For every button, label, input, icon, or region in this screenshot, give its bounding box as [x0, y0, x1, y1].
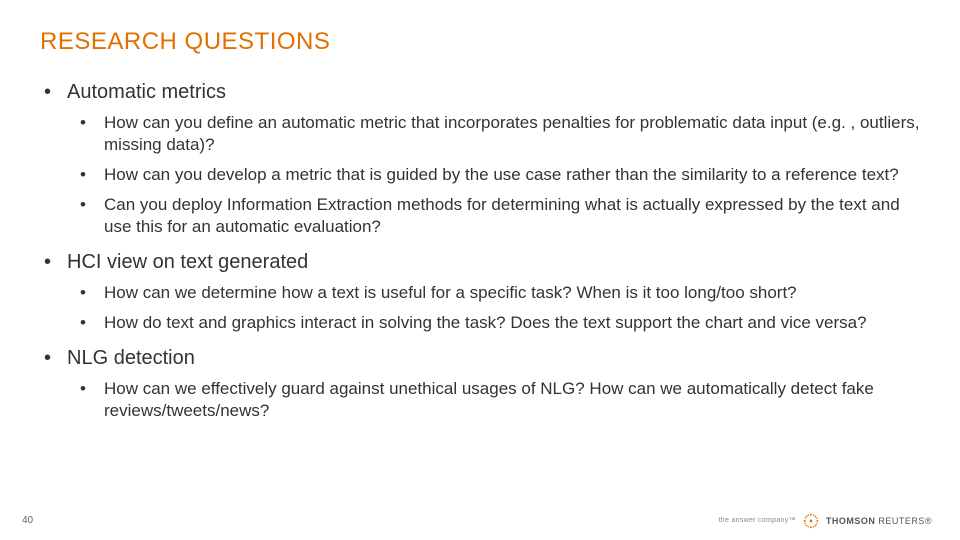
- bullet-item: • How can we effectively guard against u…: [80, 378, 920, 422]
- footer-company-light: REUTERS®: [878, 516, 932, 526]
- bullet-text: How can you define an automatic metric t…: [104, 112, 920, 156]
- footer-company: THOMSON REUTERS®: [826, 516, 932, 526]
- bullet-item: • How can you define an automatic metric…: [80, 112, 920, 156]
- bullet-item: • How do text and graphics interact in s…: [80, 312, 920, 334]
- bullet-text: How do text and graphics interact in sol…: [104, 312, 867, 334]
- bullet-item: • Can you deploy Information Extraction …: [80, 194, 920, 238]
- section-heading: • NLG detection: [44, 346, 920, 370]
- bullet-dot: •: [80, 112, 88, 134]
- bullet-text: How can you develop a metric that is gui…: [104, 164, 899, 186]
- section-heading-text: NLG detection: [67, 346, 195, 370]
- bullet-dot: •: [80, 312, 88, 334]
- bullet-item: • How can you develop a metric that is g…: [80, 164, 920, 186]
- section-heading: • HCI view on text generated: [44, 250, 920, 274]
- bullet-item: • How can we determine how a text is use…: [80, 282, 920, 304]
- bullet-dot: •: [44, 346, 51, 370]
- bullet-dot: •: [80, 194, 88, 216]
- bullet-dot: •: [44, 250, 51, 274]
- page-number: 40: [22, 515, 33, 526]
- section-heading-text: HCI view on text generated: [67, 250, 308, 274]
- bullet-dot: •: [44, 80, 51, 104]
- footer-tagline: the answer company™: [719, 517, 796, 525]
- bullet-dot: •: [80, 164, 88, 186]
- bullet-text: Can you deploy Information Extraction me…: [104, 194, 920, 238]
- bullet-dot: •: [80, 282, 88, 304]
- slide: RESEARCH QUESTIONS • Automatic metrics •…: [0, 0, 960, 540]
- section-heading-text: Automatic metrics: [67, 80, 226, 104]
- section-heading: • Automatic metrics: [44, 80, 920, 104]
- footer-company-bold: THOMSON: [826, 516, 879, 526]
- slide-title: RESEARCH QUESTIONS: [40, 28, 920, 56]
- sunburst-icon: [802, 512, 820, 530]
- footer-logo: the answer company™ THOMSON REUTERS®: [719, 512, 932, 530]
- bullet-dot: •: [80, 378, 88, 400]
- bullet-text: How can we determine how a text is usefu…: [104, 282, 797, 304]
- bullet-text: How can we effectively guard against une…: [104, 378, 920, 422]
